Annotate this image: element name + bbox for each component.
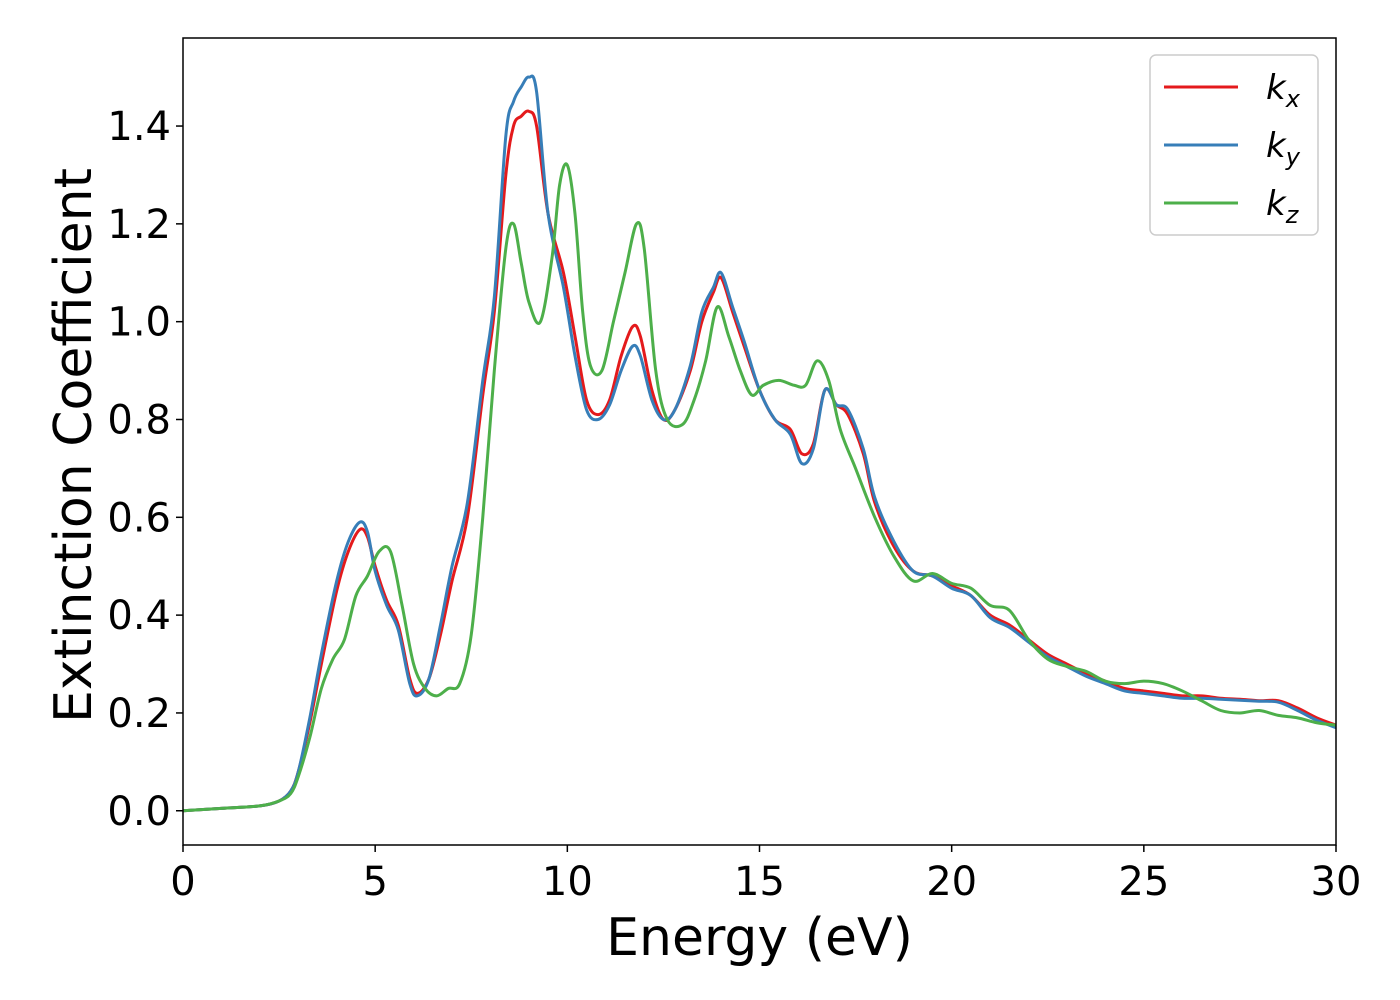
x-tick-label: 25 xyxy=(1118,859,1169,905)
y-tick-label: 0.0 xyxy=(107,789,171,835)
x-tick-label: 10 xyxy=(542,859,593,905)
series-line-kz xyxy=(183,162,1336,813)
y-tick-label: 1.4 xyxy=(107,104,171,150)
y-tick-label: 1.0 xyxy=(107,300,171,346)
x-axis-title: Energy (eV) xyxy=(606,908,913,968)
legend-label-ky: ky xyxy=(1266,126,1301,171)
x-tick-label: 0 xyxy=(170,859,195,905)
x-axis: 0 5 10 15 20 25 30 xyxy=(170,845,1361,905)
legend: kx ky kz xyxy=(1149,54,1319,236)
y-tick-label: 0.4 xyxy=(107,593,171,639)
plot-lines xyxy=(183,74,1336,813)
legend-label-kz: kz xyxy=(1266,184,1300,229)
y-tick-label: 0.8 xyxy=(107,397,171,443)
x-tick-label: 30 xyxy=(1311,859,1362,905)
y-tick-label: 1.2 xyxy=(107,202,171,248)
x-tick-label: 15 xyxy=(734,859,785,905)
legend-label-kx: kx xyxy=(1266,68,1301,113)
y-tick-label: 0.6 xyxy=(107,495,171,541)
series-line-ky xyxy=(183,74,1336,813)
y-axis-title: Extinction Coefficient xyxy=(44,168,104,723)
x-tick-label: 20 xyxy=(926,859,977,905)
x-tick-label: 5 xyxy=(362,859,387,905)
y-tick-label: 0.2 xyxy=(107,691,171,737)
y-axis: 0.0 0.2 0.4 0.6 0.8 1.0 1.2 1.4 xyxy=(107,104,183,835)
